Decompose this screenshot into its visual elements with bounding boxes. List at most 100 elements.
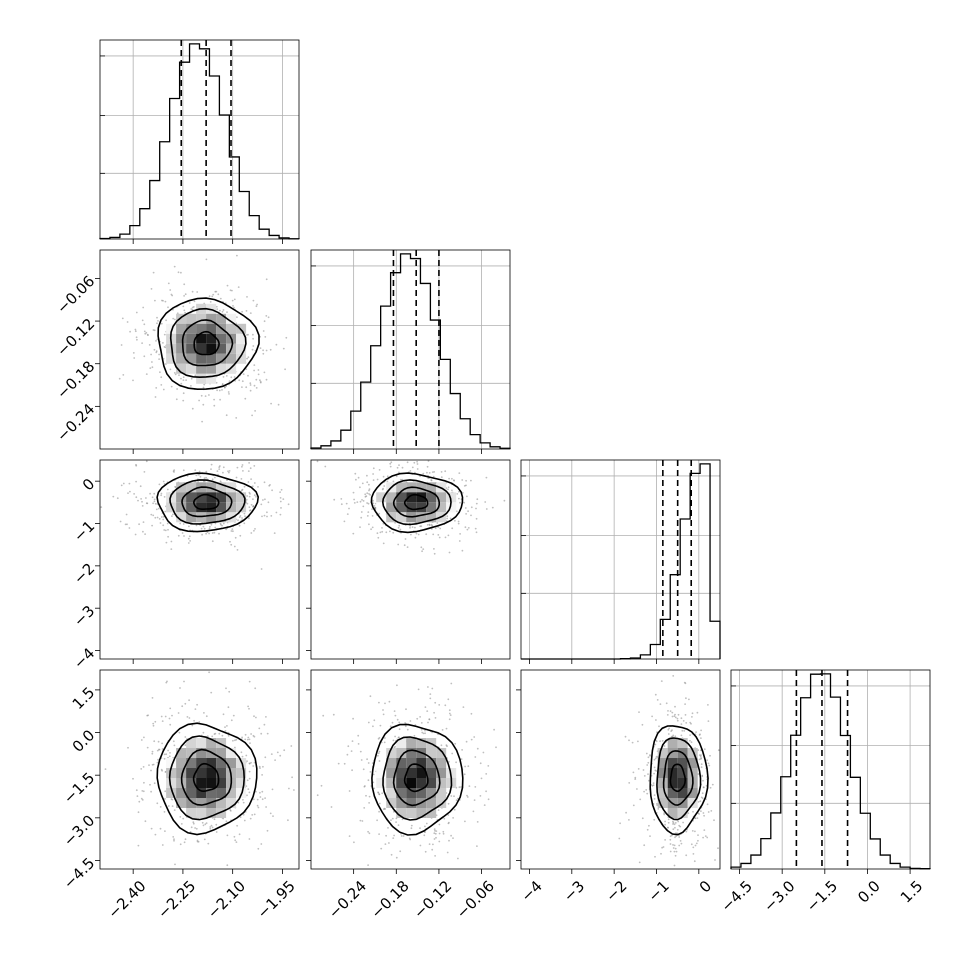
scatter-point: [247, 481, 250, 483]
contour-outer: [169, 307, 247, 379]
density-cell: [176, 798, 187, 808]
scatter-point: [372, 773, 375, 776]
contour-middle: [181, 319, 234, 367]
scatter-point: [275, 343, 278, 346]
scatter-point: [248, 506, 251, 509]
scatter-point: [444, 470, 447, 473]
scatter-point: [689, 734, 691, 736]
scatter-point: [213, 733, 216, 735]
scatter-point: [426, 471, 428, 474]
grid: [521, 460, 720, 659]
histogram-steps: [521, 463, 721, 660]
scatter-point: [692, 810, 694, 813]
scatter-panel-3-0: −4.5 −3.0 −1.5 0.0 1.5 −2.40 −2.25 −2.10 −1.95: [60, 669, 300, 922]
scatter-point: [195, 827, 198, 830]
scatter-point: [203, 383, 206, 386]
scatter-point: [656, 802, 658, 805]
density-cell: [216, 482, 227, 493]
density-cell: [426, 778, 437, 788]
scatter-point: [691, 830, 694, 832]
scatter-point: [377, 792, 380, 794]
scatter-point: [132, 379, 134, 382]
scatter-point: [360, 511, 363, 513]
scatter-point: [188, 717, 191, 719]
scatter-point: [429, 697, 432, 700]
scatter-point: [434, 701, 437, 704]
scatter-point: [219, 309, 221, 312]
density-cell: [416, 778, 427, 788]
scatter-point: [361, 482, 364, 485]
scatter-point: [636, 788, 638, 790]
scatter-point: [238, 379, 241, 382]
density-cell: [216, 738, 227, 748]
scatter-point: [205, 476, 208, 479]
y-tick-label: −1: [70, 517, 98, 545]
density-cell: [657, 778, 668, 788]
scatter-point: [448, 477, 450, 480]
scatter-point: [434, 855, 436, 857]
density-cell: [396, 758, 407, 768]
scatter-point: [398, 524, 401, 527]
scatter-point: [262, 765, 264, 768]
y-tick-label: 0.0: [69, 726, 99, 756]
scatter-point: [421, 550, 423, 553]
scatter-point: [159, 827, 162, 830]
scatter-point: [372, 502, 375, 505]
scatter-point: [191, 308, 194, 311]
scatter-point: [701, 792, 704, 795]
scatter-point: [151, 366, 154, 369]
scatter-point: [703, 748, 706, 751]
scatter-point: [480, 777, 483, 780]
contour-middle: [662, 750, 694, 806]
scatter-point: [126, 321, 129, 323]
scatter-point: [265, 378, 268, 381]
scatter-point: [369, 771, 372, 773]
scatter-point: [465, 479, 467, 482]
scatter-point: [207, 842, 210, 845]
scatter-point: [390, 819, 392, 822]
scatter-point: [424, 825, 426, 828]
scatter-point: [153, 740, 156, 743]
y-tick-label: −4.5: [60, 854, 98, 892]
contour-outer: [168, 735, 246, 821]
scatter-point: [428, 523, 431, 526]
density-cell: [196, 502, 207, 513]
scatter-point: [262, 349, 264, 352]
density-cell: [196, 492, 207, 503]
x-tick-label: −0.18: [367, 877, 412, 922]
scatter-point: [691, 716, 693, 718]
scatter-point: [182, 392, 185, 395]
scatter-point: [378, 760, 381, 762]
scatter-point: [410, 824, 413, 827]
scatter-point: [436, 522, 439, 524]
scatter-point: [215, 381, 218, 384]
scatter-point: [229, 810, 232, 812]
scatter-point: [211, 478, 214, 481]
scatter-point: [378, 750, 381, 753]
scatter-panel-3-2: −4 −3 −2 −1 0: [516, 669, 721, 905]
density-cells: [166, 738, 247, 818]
scatter-point: [143, 781, 145, 784]
scatter-point: [706, 759, 708, 762]
scatter-point: [184, 838, 187, 841]
scatter-point: [647, 773, 649, 775]
scatter-point: [348, 790, 351, 792]
scatter-point: [378, 833, 380, 835]
scatter-point: [690, 722, 692, 725]
scatter-point: [404, 725, 407, 728]
scatter-point: [463, 773, 466, 776]
scatter-point: [222, 522, 225, 525]
scatter-point: [416, 717, 419, 720]
scatter-point: [367, 779, 370, 782]
scatter-point: [668, 727, 670, 730]
scatter-point: [188, 535, 191, 538]
density-cell: [206, 343, 217, 354]
scatter-point: [659, 740, 661, 743]
scatter-point: [251, 485, 254, 488]
scatter-point: [175, 398, 178, 401]
scatter-point: [182, 817, 185, 820]
scatter-point: [234, 746, 236, 749]
scatter-point: [219, 398, 222, 401]
scatter-point: [461, 479, 464, 481]
contour-inner: [192, 762, 220, 793]
